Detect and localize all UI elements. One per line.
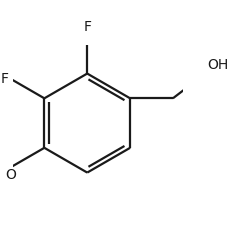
- Text: F: F: [1, 72, 9, 86]
- Text: OH: OH: [206, 58, 227, 72]
- Text: O: O: [5, 168, 16, 182]
- Text: F: F: [83, 20, 91, 34]
